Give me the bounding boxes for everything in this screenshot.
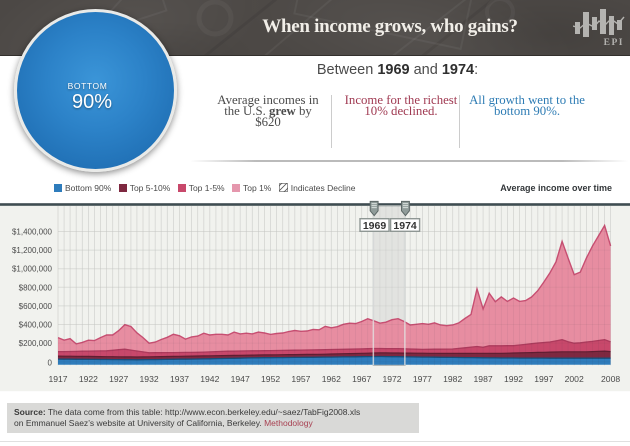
svg-text:1917: 1917	[48, 374, 67, 384]
svg-text:$1,000,000: $1,000,000	[12, 265, 53, 274]
svg-text:$600,000: $600,000	[19, 302, 53, 311]
svg-text:1967: 1967	[352, 374, 371, 384]
svg-text:0: 0	[48, 359, 53, 368]
svg-text:1927: 1927	[109, 374, 128, 384]
svg-text:1972: 1972	[382, 374, 401, 384]
svg-text:1997: 1997	[534, 374, 553, 384]
svg-text:$200,000: $200,000	[19, 339, 53, 348]
svg-text:2008: 2008	[601, 374, 620, 384]
svg-text:$1,400,000: $1,400,000	[12, 228, 53, 237]
svg-text:1982: 1982	[443, 374, 462, 384]
svg-text:2002: 2002	[565, 374, 584, 384]
svg-text:1974: 1974	[393, 220, 417, 232]
svg-text:1922: 1922	[79, 374, 98, 384]
svg-text:1947: 1947	[231, 374, 250, 384]
svg-text:1937: 1937	[170, 374, 189, 384]
svg-text:EPI: EPI	[604, 38, 624, 48]
svg-text:$400,000: $400,000	[19, 321, 53, 330]
svg-text:1957: 1957	[291, 374, 310, 384]
svg-text:1977: 1977	[413, 374, 432, 384]
svg-text:1962: 1962	[322, 374, 341, 384]
svg-text:1952: 1952	[261, 374, 280, 384]
svg-text:$1,200,000: $1,200,000	[12, 246, 53, 255]
svg-text:1987: 1987	[474, 374, 493, 384]
svg-text:1969: 1969	[363, 220, 387, 232]
svg-text:1992: 1992	[504, 374, 523, 384]
svg-text:1932: 1932	[140, 374, 159, 384]
svg-text:1942: 1942	[200, 374, 219, 384]
svg-text:$800,000: $800,000	[19, 283, 53, 292]
